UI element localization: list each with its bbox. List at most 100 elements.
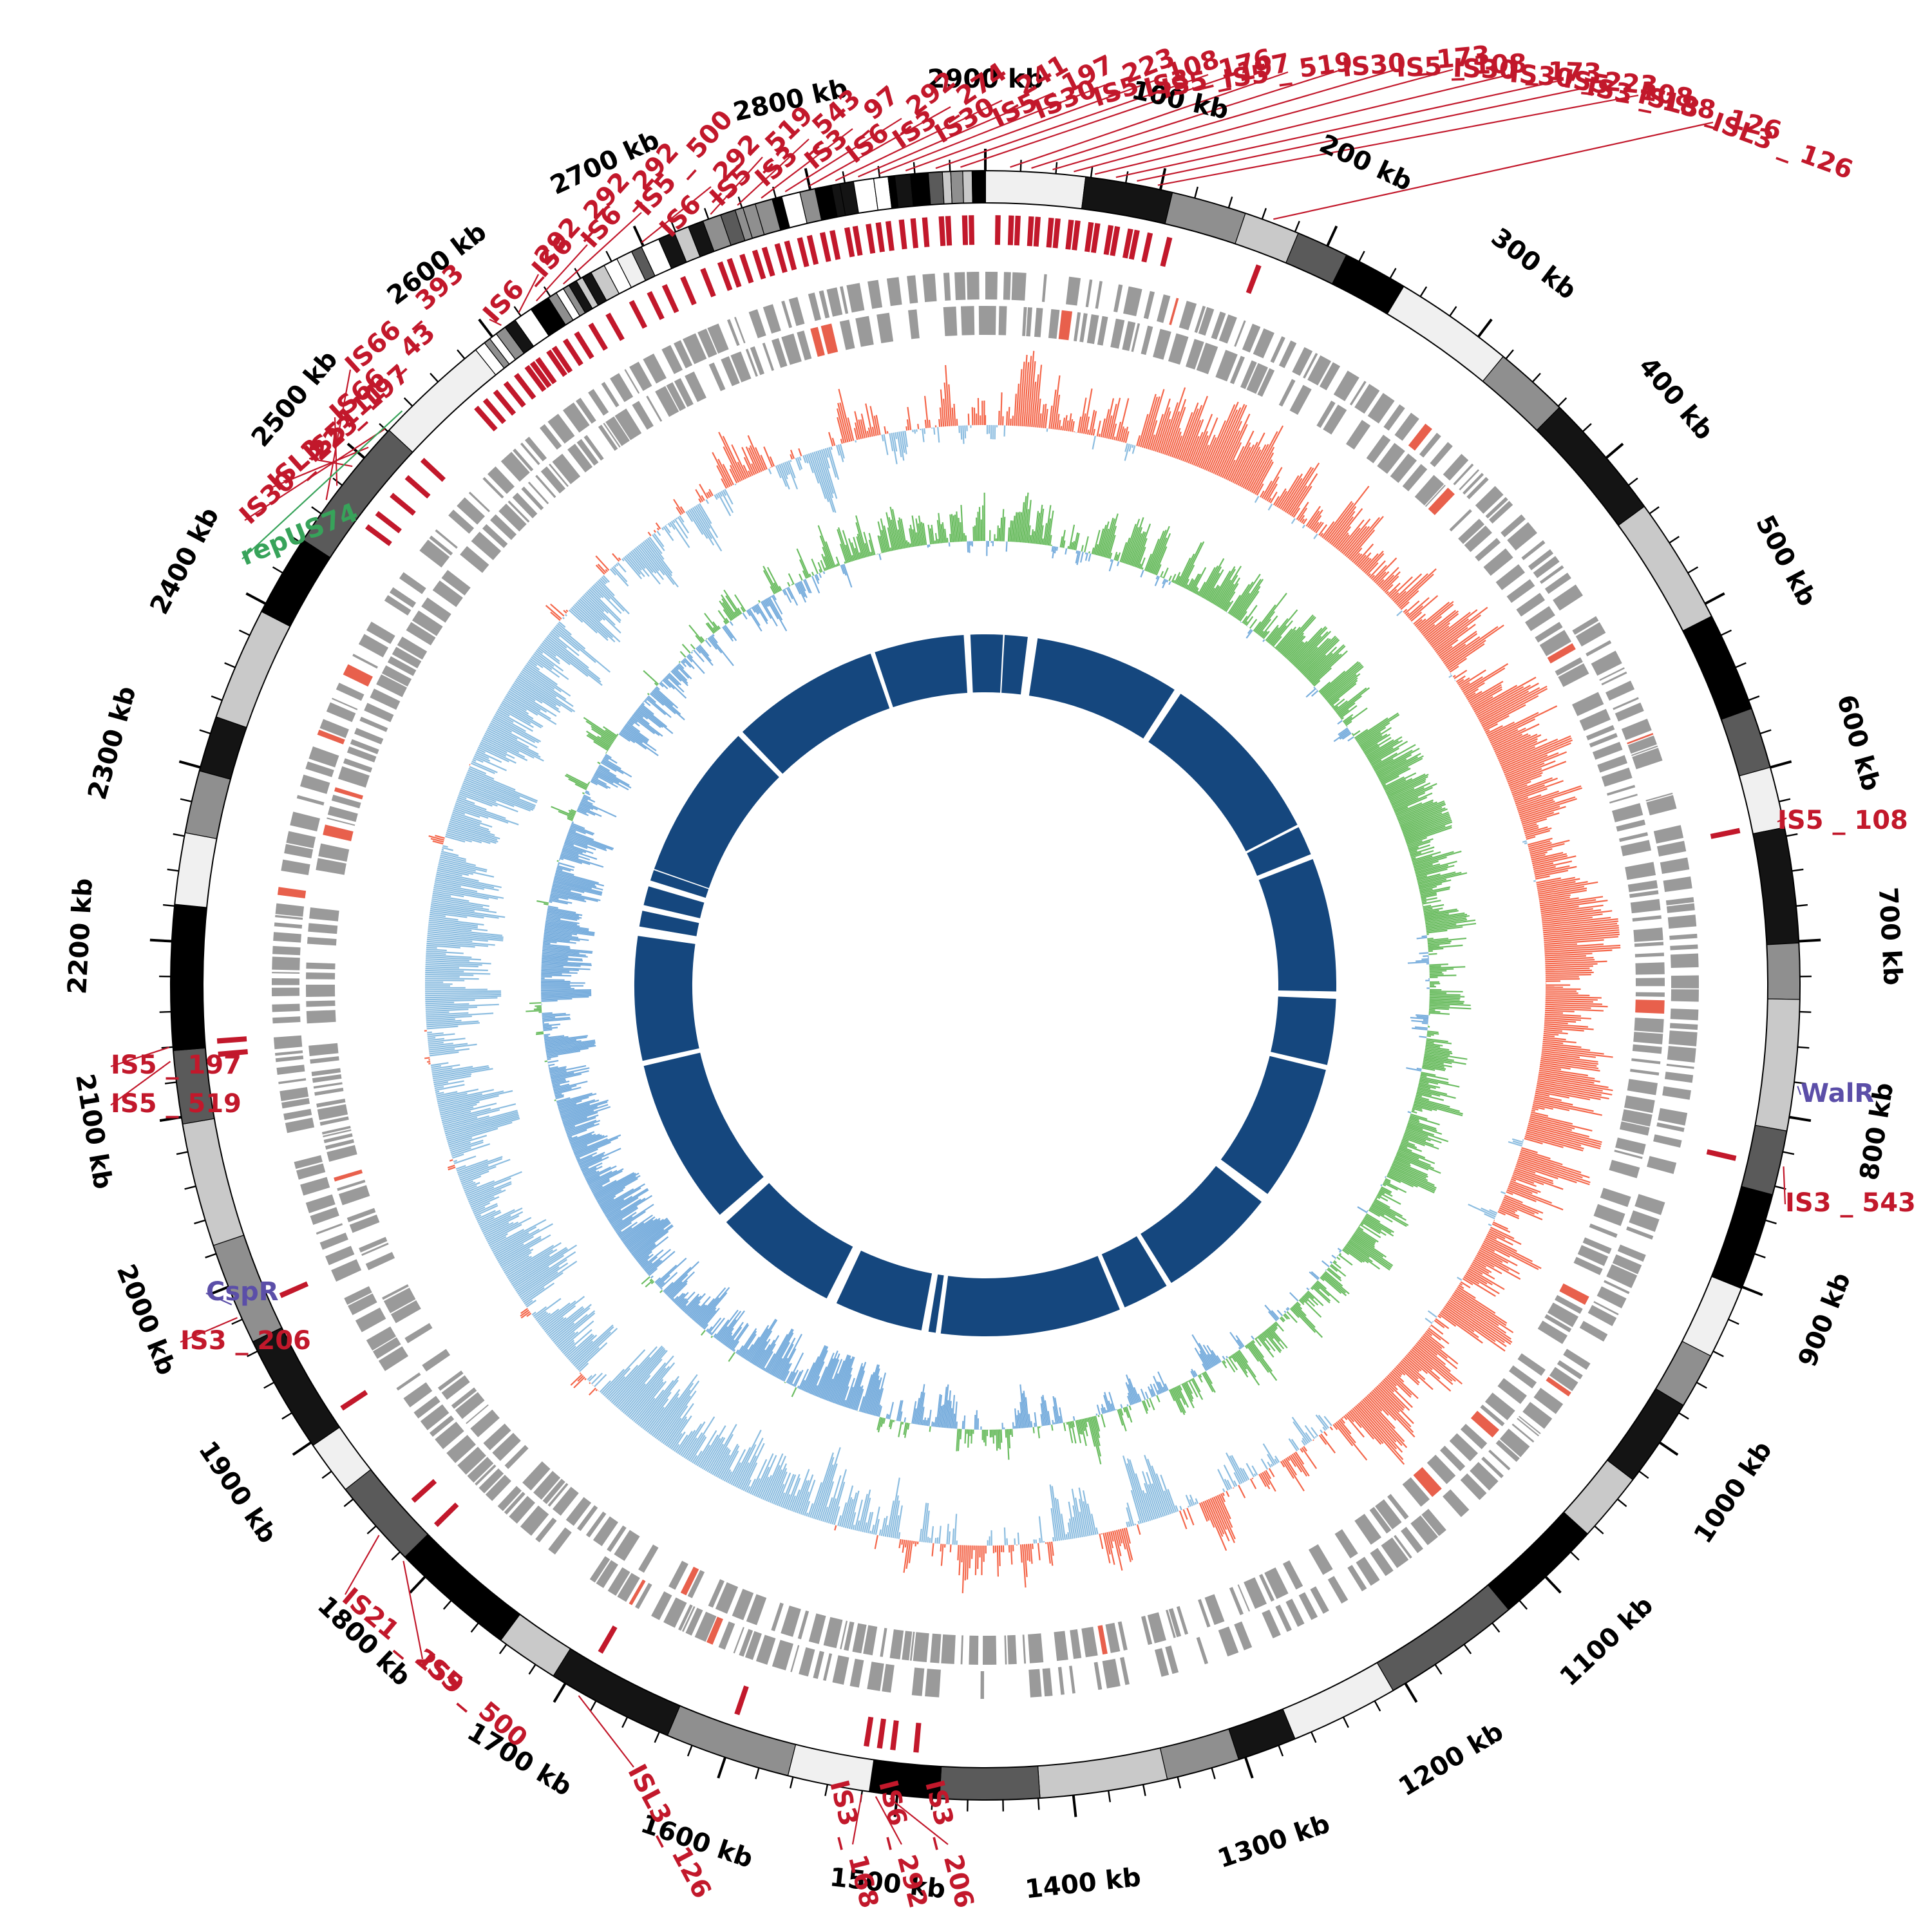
gc-skew-bar xyxy=(1483,1240,1539,1271)
gc-skew-bar xyxy=(775,1484,785,1506)
gc-content-bar xyxy=(1331,1255,1337,1259)
cds-feature xyxy=(943,306,958,336)
gc-content-bar xyxy=(645,1280,654,1288)
gc-content-bar xyxy=(1252,1340,1256,1343)
gc-content-bar xyxy=(674,1293,684,1303)
cds-feature xyxy=(343,758,373,773)
gc-skew-bar xyxy=(852,1524,855,1530)
gc-content-bar xyxy=(551,1078,566,1083)
gc-content-bar xyxy=(1286,641,1303,659)
gc-content-bar xyxy=(1378,755,1424,780)
gc-skew-bar xyxy=(430,1062,449,1066)
gc-content-bar xyxy=(1259,1334,1266,1341)
gc-content-bar xyxy=(1279,614,1314,654)
gc-skew-bar xyxy=(1540,1061,1600,1072)
cds-feature xyxy=(980,1671,985,1699)
gc-content-bar xyxy=(1200,565,1219,598)
gc-content-bar xyxy=(1387,775,1428,797)
gc-content-bar xyxy=(1108,535,1116,559)
gc-content-bar xyxy=(1017,511,1021,542)
gc-content-bar xyxy=(909,528,913,547)
gc-content-bar xyxy=(730,1324,750,1350)
gc-skew-bar xyxy=(1121,428,1126,442)
gc-skew-bar xyxy=(1136,435,1141,446)
gc-skew-bar xyxy=(429,913,446,918)
gc-skew-bar xyxy=(656,1380,700,1440)
gc-content-bar xyxy=(1340,705,1358,719)
gc-content-bar xyxy=(1140,569,1144,578)
gc-skew-bar xyxy=(1542,920,1619,930)
gc-skew-bar xyxy=(908,1540,913,1564)
gc-content-bar xyxy=(573,1138,608,1153)
gc-skew-bar xyxy=(435,879,484,890)
gc-content-bar xyxy=(556,1097,571,1103)
gc-skew-bar xyxy=(1050,1508,1057,1542)
gc-skew-bar xyxy=(1293,507,1301,518)
gc-skew-bar xyxy=(1200,1502,1210,1521)
gc-content-bar xyxy=(1398,1147,1426,1159)
coverage-block xyxy=(1141,1166,1262,1283)
gc-skew-bar xyxy=(1526,836,1536,840)
gc-skew-bar xyxy=(1144,1492,1155,1520)
gc-content-bar xyxy=(1404,819,1452,838)
gc-skew-bar xyxy=(1529,1119,1573,1132)
gc-skew-bar xyxy=(1031,381,1037,428)
gc-content-bar xyxy=(590,781,598,786)
is-marker xyxy=(365,524,392,547)
gc-content-bar xyxy=(584,1170,600,1179)
gc-skew-bar xyxy=(809,1482,822,1518)
gc-skew-bar xyxy=(520,1311,531,1319)
major-tick xyxy=(178,760,201,769)
cds-feature xyxy=(1632,1044,1662,1054)
gc-content-bar xyxy=(572,1135,608,1151)
gc-content-bar xyxy=(1394,806,1408,813)
cds-feature xyxy=(296,795,325,806)
gc-skew-bar xyxy=(1457,1286,1476,1299)
gc-skew-bar xyxy=(1388,589,1397,598)
gc-content-bar xyxy=(611,1207,639,1226)
gc-content-bar xyxy=(1374,750,1413,772)
gc-skew-bar xyxy=(471,761,498,773)
cds-feature xyxy=(1327,1576,1349,1604)
cds-feature xyxy=(316,858,346,875)
gc-content-bar xyxy=(832,1355,851,1403)
cds-feature xyxy=(1153,328,1171,360)
gc-skew-bar xyxy=(1506,1189,1537,1202)
gc-content-bar xyxy=(916,1391,923,1425)
gc-skew-bar xyxy=(677,516,690,534)
cds-feature xyxy=(1270,336,1285,363)
gc-skew-bar xyxy=(1175,1505,1179,1512)
gc-skew-bar xyxy=(436,1088,479,1099)
gc-content-bar xyxy=(1425,1043,1443,1046)
gc-skew-bar xyxy=(1313,533,1318,540)
minor-tick xyxy=(1389,267,1397,279)
gc-skew-bar xyxy=(1143,396,1160,449)
gc-skew-bar xyxy=(1530,1113,1573,1125)
gc-skew-bar xyxy=(520,1309,529,1317)
gc-skew-bar xyxy=(1265,1470,1272,1479)
gc-content-bar xyxy=(926,1417,929,1426)
gc-skew-bar xyxy=(735,1462,750,1488)
gc-content-bar xyxy=(846,1387,854,1408)
gc-skew-bar xyxy=(1320,1429,1323,1434)
cds-feature xyxy=(1369,1506,1392,1534)
gc-content-bar xyxy=(671,1298,675,1302)
gc-content-bar xyxy=(1148,529,1167,573)
gc-content-bar xyxy=(1162,567,1169,579)
cds-feature xyxy=(565,1497,592,1526)
gc-content-bar xyxy=(567,1136,573,1139)
gc-content-bar xyxy=(699,1307,717,1327)
gc-content-bar xyxy=(1428,950,1433,952)
gc-content-bar xyxy=(543,940,557,943)
gc-skew-bar xyxy=(796,1480,810,1513)
gc-skew-bar xyxy=(1399,590,1419,609)
gc-content-bar xyxy=(1306,1287,1310,1291)
gc-content-bar xyxy=(1413,1103,1437,1112)
gc-skew-bar xyxy=(570,608,598,634)
gc-skew-bar xyxy=(713,1448,730,1476)
gc-skew-bar xyxy=(1444,1305,1496,1343)
gc-skew-bar xyxy=(1208,401,1239,472)
gc-skew-bar xyxy=(1537,1079,1603,1092)
gc-content-bar xyxy=(1209,585,1220,603)
gc-content-bar xyxy=(1363,743,1378,753)
